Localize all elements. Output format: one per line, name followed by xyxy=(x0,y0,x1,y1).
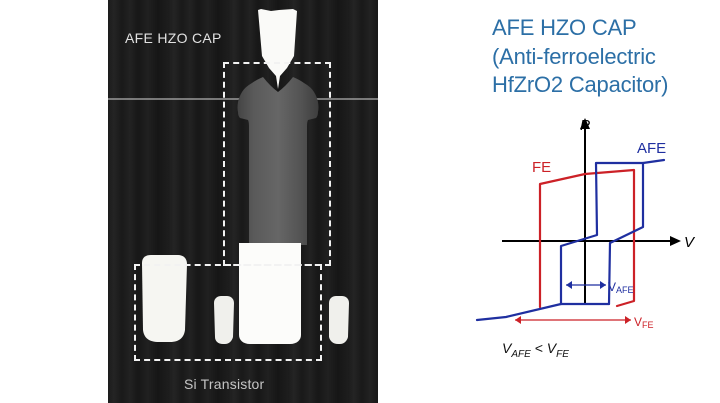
svg-text:FE: FE xyxy=(532,159,551,176)
svg-text:V: V xyxy=(684,234,696,251)
svg-text:P: P xyxy=(580,117,590,134)
svg-text:VFE: VFE xyxy=(634,315,654,330)
svg-text:VAFE: VAFE xyxy=(608,280,634,295)
svg-text:AFE: AFE xyxy=(637,140,666,157)
